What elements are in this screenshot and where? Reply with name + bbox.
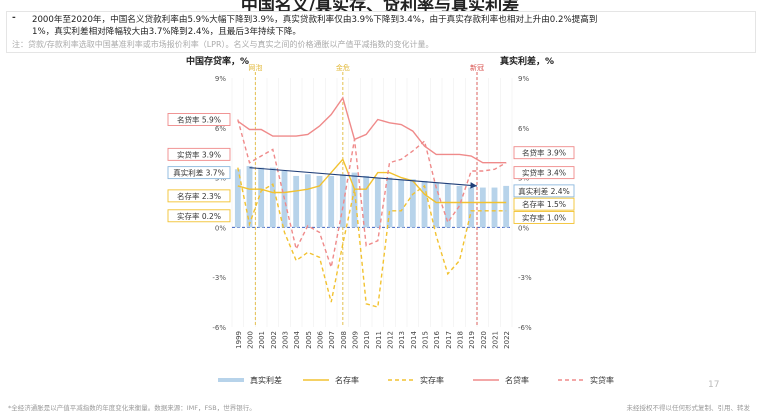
x-tick-label: 2003 (282, 331, 290, 349)
series-line (237, 167, 507, 308)
bar-real-spread (246, 165, 253, 228)
x-tick-label: 2017 (445, 331, 453, 349)
y-tick-label-left: 0% (215, 224, 226, 232)
series-line (237, 119, 507, 270)
y-tick-label-right: 0% (518, 224, 529, 232)
bar-real-spread (304, 174, 311, 228)
bar-real-spread (468, 187, 475, 228)
bar-real-spread (491, 187, 498, 228)
bar-real-spread (316, 175, 323, 228)
callout-box (167, 147, 231, 161)
bar-real-spread (374, 177, 381, 228)
bar-real-spread (433, 182, 440, 228)
series-line (237, 96, 507, 164)
footer-copyright: 未经授权不得以任何形式复制、引用、转发 (626, 404, 751, 412)
event-label: 网泡 (248, 63, 262, 72)
x-tick-label: 2001 (258, 331, 266, 349)
callout-label: 名存率 1.5% (522, 199, 566, 209)
callout-label: 实存率 1.0% (522, 212, 566, 222)
bar-real-spread (339, 174, 346, 228)
legend-label: 实贷率 (590, 375, 614, 385)
callout-label: 实贷率 3.4% (522, 168, 566, 178)
callout-label: 真实利差 3.7% (173, 168, 224, 178)
callout-box (513, 197, 575, 211)
x-tick-label: 2018 (457, 331, 465, 349)
page-number: 17 (708, 380, 720, 390)
x-tick-label: 2006 (317, 330, 325, 348)
footer-source: *全经济通胀是以产值平减指数的年度变化来衡量。数据来源：IMF，FSB，世界银行… (8, 404, 256, 412)
x-tick-label: 2011 (375, 331, 383, 349)
callout-box (513, 146, 575, 160)
note-line-1: 2000年至2020年，中国名义贷款利率由5.9%大幅下降到3.9%，真实贷款利… (32, 15, 598, 25)
bar-real-spread (363, 175, 370, 228)
callout-label: 名存率 2.3% (177, 191, 221, 201)
left-axis-title: 中国存贷率，% (186, 55, 249, 67)
x-tick-label: 2013 (398, 331, 406, 349)
x-tick-label: 2014 (410, 330, 418, 348)
callout-label: 实存率 0.2% (177, 211, 221, 221)
bar-real-spread (234, 169, 241, 228)
event-label: 金危 (336, 63, 350, 72)
legend-label: 真实利差 (250, 375, 282, 385)
x-tick-label: 2007 (328, 331, 336, 349)
callout-box (513, 184, 575, 198)
legend-label: 名贷率 (505, 375, 529, 385)
y-tick-label-right: -6% (518, 324, 532, 332)
x-tick-label: 2010 (363, 331, 371, 349)
x-tick-label: 1999 (235, 331, 243, 349)
bar-real-spread (421, 180, 428, 228)
bar-real-spread (444, 184, 451, 228)
callout-box (167, 209, 231, 223)
bar-real-spread (479, 187, 486, 228)
event-label: 新冠 (470, 63, 484, 72)
y-tick-label-left: -6% (212, 324, 226, 332)
x-tick-label: 2016 (433, 330, 441, 348)
x-tick-label: 2000 (247, 331, 255, 349)
y-tick-label-left: 9% (215, 75, 226, 83)
y-tick-label-right: 6% (518, 125, 529, 133)
callout-box (513, 210, 575, 224)
bar-real-spread (269, 167, 276, 228)
note-source-line: 注：贷款/存款利率选取中国基准利率或市场报价利率（LPR）。名义与真实之间的价格… (12, 40, 434, 49)
bar-real-spread (351, 172, 358, 228)
bar-real-spread (328, 175, 335, 228)
right-axis-title: 真实利差，% (500, 55, 554, 67)
x-tick-label: 2002 (270, 331, 278, 349)
legend-label: 名存率 (335, 375, 359, 385)
x-tick-label: 2019 (468, 331, 476, 349)
bar-real-spread (386, 177, 393, 228)
callout-box (167, 189, 231, 203)
x-tick-label: 2009 (352, 331, 360, 349)
bar-real-spread (258, 167, 265, 228)
bar-real-spread (398, 179, 405, 228)
bar-real-spread (293, 175, 300, 228)
x-tick-label: 2008 (340, 331, 348, 349)
trend-arrow (249, 167, 478, 189)
y-tick-label-left: 6% (215, 125, 226, 133)
callout-label: 实贷率 3.9% (177, 149, 221, 159)
x-tick-label: 2012 (387, 331, 395, 349)
note-box (6, 11, 756, 53)
callout-box (513, 166, 575, 180)
x-tick-label: 2020 (480, 331, 488, 349)
callout-label: 真实利差 2.4% (518, 186, 569, 196)
x-tick-label: 2015 (422, 331, 430, 349)
callout-label: 名贷率 5.9% (177, 115, 221, 125)
note-bullet: - (12, 13, 16, 23)
y-tick-label-left: -3% (212, 274, 226, 282)
bar-real-spread (503, 185, 510, 228)
callout-label: 名贷率 3.9% (522, 148, 566, 158)
y-tick-label-right: 9% (518, 75, 529, 83)
callout-box (167, 166, 231, 180)
x-tick-label: 2021 (492, 331, 500, 349)
x-tick-label: 2004 (293, 330, 301, 348)
bar-real-spread (409, 179, 416, 228)
x-tick-label: 2005 (305, 331, 313, 349)
callout-box (167, 113, 231, 126)
legend-label: 实存率 (420, 375, 444, 385)
note-line-2: 1%，真实利差相对降幅较大由3.7%降到2.4%，且最后3年持续下降。 (32, 27, 302, 37)
y-tick-label-right: -3% (518, 274, 532, 282)
x-tick-label: 2022 (503, 331, 511, 349)
